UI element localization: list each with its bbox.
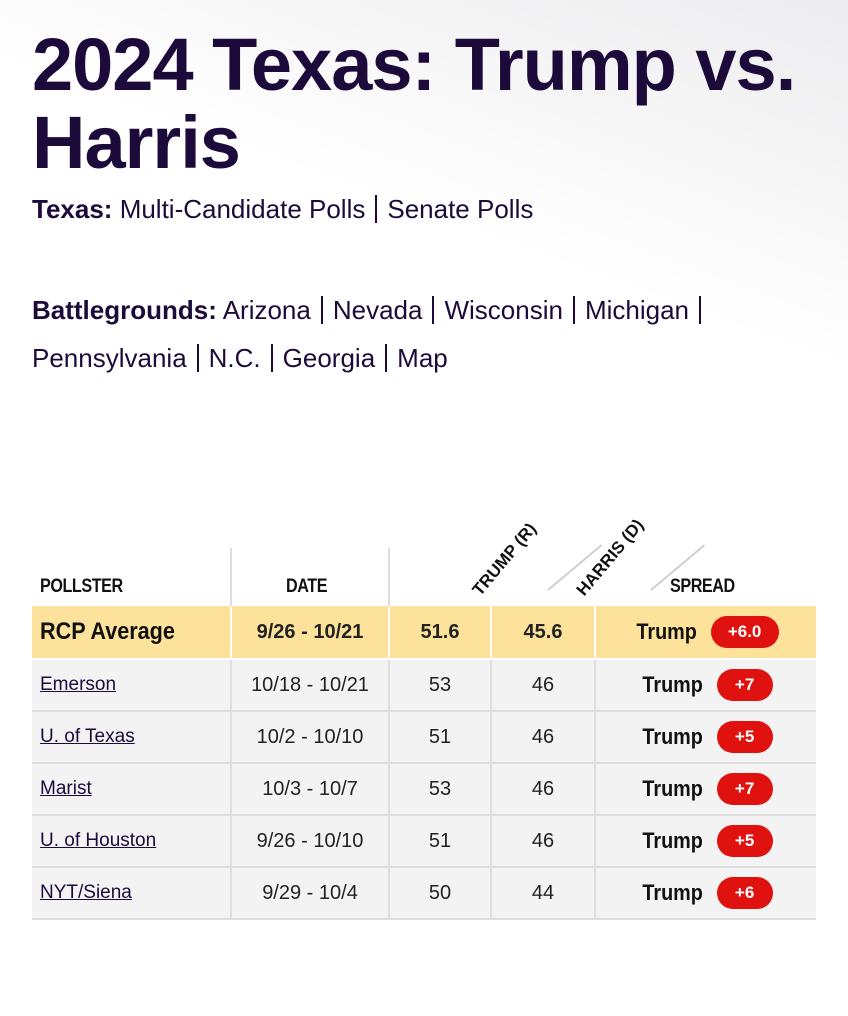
- nav-separator: [432, 296, 435, 324]
- spread-leader: Trump: [642, 776, 704, 801]
- rcp-average-row: RCP Average 9/26 - 10/21 51.6 45.6 Trump…: [32, 606, 816, 660]
- table-row: Marist 10/3 - 10/7 53 46 Trump +7: [32, 764, 816, 816]
- nav-separator: [320, 296, 323, 324]
- average-spread-badge: +6.0: [710, 616, 779, 648]
- battleground-link-nc[interactable]: N.C.: [208, 343, 261, 373]
- nav-separator: [375, 195, 378, 223]
- header-date[interactable]: DATE: [286, 576, 328, 597]
- battleground-link-wisconsin[interactable]: Wisconsin: [444, 295, 563, 325]
- texas-nav: Texas: Multi-Candidate Polls Senate Polls: [32, 193, 533, 225]
- poll-trump: 51: [428, 725, 452, 748]
- battleground-link-michigan[interactable]: Michigan: [584, 295, 690, 325]
- poll-harris: 46: [531, 777, 555, 800]
- spread-badge: +5: [716, 721, 773, 753]
- poll-trump: 53: [428, 777, 452, 800]
- battleground-link-nevada[interactable]: Nevada: [332, 295, 423, 325]
- poll-harris: 46: [531, 725, 555, 748]
- nav-separator: [699, 296, 702, 324]
- header-trump[interactable]: TRUMP (R): [468, 519, 541, 600]
- header-pollster[interactable]: POLLSTER: [40, 576, 123, 597]
- battleground-link-pennsylvania[interactable]: Pennsylvania: [32, 343, 187, 373]
- texas-nav-link-multi-candidate[interactable]: Multi-Candidate Polls: [119, 194, 366, 224]
- pollster-link[interactable]: U. of Texas: [40, 726, 135, 747]
- battleground-link-arizona[interactable]: Arizona: [222, 295, 311, 325]
- spread-badge: +5: [716, 825, 773, 857]
- average-trump: 51.6: [420, 620, 460, 643]
- header-divider: [230, 548, 232, 606]
- poll-harris: 44: [531, 881, 555, 904]
- poll-date: 9/26 - 10/10: [256, 829, 364, 852]
- average-spread-leader: Trump: [636, 619, 698, 644]
- battlegrounds-nav: Battlegrounds: Arizona Nevada Wisconsin Mic…: [32, 286, 822, 382]
- table-row: U. of Houston 9/26 - 10/10 51 46 Trump +5: [32, 816, 816, 868]
- poll-date: 10/2 - 10/10: [256, 725, 364, 748]
- poll-trump: 53: [428, 673, 452, 696]
- nav-separator: [270, 344, 273, 372]
- spread-badge: +6: [716, 877, 773, 909]
- spread-badge: +7: [716, 773, 773, 805]
- table-row: U. of Texas 10/2 - 10/10 51 46 Trump +5: [32, 712, 816, 764]
- pollster-link[interactable]: U. of Houston: [40, 830, 157, 851]
- poll-harris: 46: [531, 829, 555, 852]
- header-divider: [388, 548, 390, 606]
- poll-harris: 46: [531, 673, 555, 696]
- battleground-link-map[interactable]: Map: [397, 343, 448, 373]
- nav-separator: [196, 344, 199, 372]
- spread-badge: +7: [716, 669, 773, 701]
- polls-table: POLLSTER DATE TRUMP (R) HARRIS (D) SPREA…: [32, 510, 816, 930]
- battlegrounds-nav-label: Battlegrounds:: [32, 295, 217, 325]
- spread-leader: Trump: [642, 672, 704, 697]
- spread-leader: Trump: [642, 880, 704, 905]
- nav-separator: [572, 296, 575, 324]
- rcp-average-label: RCP Average: [40, 618, 175, 645]
- texas-nav-link-senate[interactable]: Senate Polls: [387, 194, 534, 224]
- battleground-link-georgia[interactable]: Georgia: [282, 343, 376, 373]
- poll-date: 10/18 - 10/21: [251, 673, 369, 696]
- poll-trump: 51: [428, 829, 452, 852]
- pollster-link[interactable]: Emerson: [40, 674, 117, 695]
- header-spread[interactable]: SPREAD: [670, 576, 735, 597]
- pollster-link[interactable]: Marist: [40, 778, 92, 799]
- poll-trump: 50: [428, 881, 452, 904]
- pollster-link[interactable]: NYT/Siena: [40, 882, 132, 903]
- average-harris: 45.6: [523, 620, 563, 643]
- poll-date: 10/3 - 10/7: [262, 777, 358, 800]
- spread-leader: Trump: [642, 724, 704, 749]
- nav-separator: [385, 344, 388, 372]
- texas-nav-label: Texas:: [32, 194, 113, 224]
- table-row: NYT/Siena 9/29 - 10/4 50 44 Trump +6: [32, 868, 816, 920]
- average-date: 9/26 - 10/21: [256, 620, 364, 643]
- table-row: Emerson 10/18 - 10/21 53 46 Trump +7: [32, 660, 816, 712]
- spread-leader: Trump: [642, 828, 704, 853]
- page-title: 2024 Texas: Trump vs. Harris: [32, 23, 796, 184]
- poll-date: 9/29 - 10/4: [262, 881, 358, 904]
